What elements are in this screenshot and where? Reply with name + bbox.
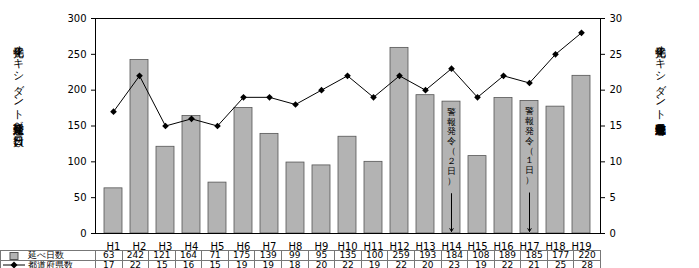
html-text:185: 185 — [525, 250, 543, 261]
svg-text:15: 15 — [610, 120, 623, 131]
svg-text:0: 0 — [80, 228, 86, 239]
svg-text:H18: H18 — [545, 241, 565, 250]
html-text:139: 139 — [259, 250, 277, 261]
svg-text:H6: H6 — [237, 241, 251, 250]
svg-text:H7: H7 — [263, 241, 277, 250]
svg-text:H11: H11 — [363, 241, 383, 250]
html-text:135: 135 — [339, 250, 357, 261]
html-text:63: 63 — [103, 250, 115, 261]
svg-text:10: 10 — [610, 156, 623, 167]
svg-text:H10: H10 — [337, 241, 357, 250]
html-text:108: 108 — [472, 250, 490, 261]
html-text:193: 193 — [419, 250, 437, 261]
svg-text:H16: H16 — [493, 241, 513, 250]
html-text:259: 259 — [392, 250, 410, 261]
svg-text:5: 5 — [610, 192, 616, 203]
html-text:175: 175 — [233, 250, 251, 261]
svg-text:H1: H1 — [107, 241, 121, 250]
svg-text:H19: H19 — [571, 241, 591, 250]
svg-text:300: 300 — [67, 13, 86, 24]
svg-text:H9: H9 — [315, 241, 329, 250]
html-text:220: 220 — [578, 250, 596, 261]
svg-text:0: 0 — [610, 228, 616, 239]
svg-text:H3: H3 — [159, 241, 173, 250]
html-text:光化学オキシダント注意報発令延べ日数（日）: 光化学オキシダント注意報発令延べ日数（日） — [12, 38, 25, 128]
html-text:100: 100 — [366, 250, 384, 261]
svg-text:20: 20 — [610, 84, 623, 95]
html-text:延べ日数: 延べ日数 — [28, 250, 64, 260]
html-text:71: 71 — [209, 250, 221, 261]
svg-text:H2: H2 — [133, 241, 147, 250]
html-text:99: 99 — [289, 250, 301, 261]
svg-text:H13: H13 — [415, 241, 435, 250]
html-text:184: 184 — [445, 250, 463, 261]
svg-text:50: 50 — [74, 192, 87, 203]
html-text:95: 95 — [315, 250, 328, 261]
svg-text:250: 250 — [67, 49, 86, 60]
html-text:242: 242 — [126, 250, 144, 261]
svg-text:H4: H4 — [185, 241, 199, 250]
svg-text:H8: H8 — [289, 241, 303, 250]
svg-text:30: 30 — [610, 13, 623, 24]
svg-text:H12: H12 — [389, 241, 409, 250]
svg-text:200: 200 — [67, 84, 86, 95]
html-text:177: 177 — [552, 250, 570, 261]
svg-text:H15: H15 — [467, 241, 487, 250]
svg-text:150: 150 — [67, 120, 86, 131]
svg-text:警報発令（２日）: 警報発令（２日） — [447, 107, 456, 186]
svg-text:H17: H17 — [519, 241, 539, 250]
svg-text:警報発令（１日）: 警報発令（１日） — [525, 106, 534, 185]
svg-text:H14: H14 — [441, 241, 461, 250]
html-text:光化学オキシダント注意報発令都道府県数: 光化学オキシダント注意報発令都道府県数 — [654, 38, 667, 115]
svg-text:H5: H5 — [211, 241, 225, 250]
svg-text:100: 100 — [67, 156, 86, 167]
html-text:164: 164 — [179, 250, 198, 261]
html-text:121: 121 — [153, 250, 171, 261]
html-text:189: 189 — [498, 250, 516, 261]
svg-text:25: 25 — [610, 49, 623, 60]
